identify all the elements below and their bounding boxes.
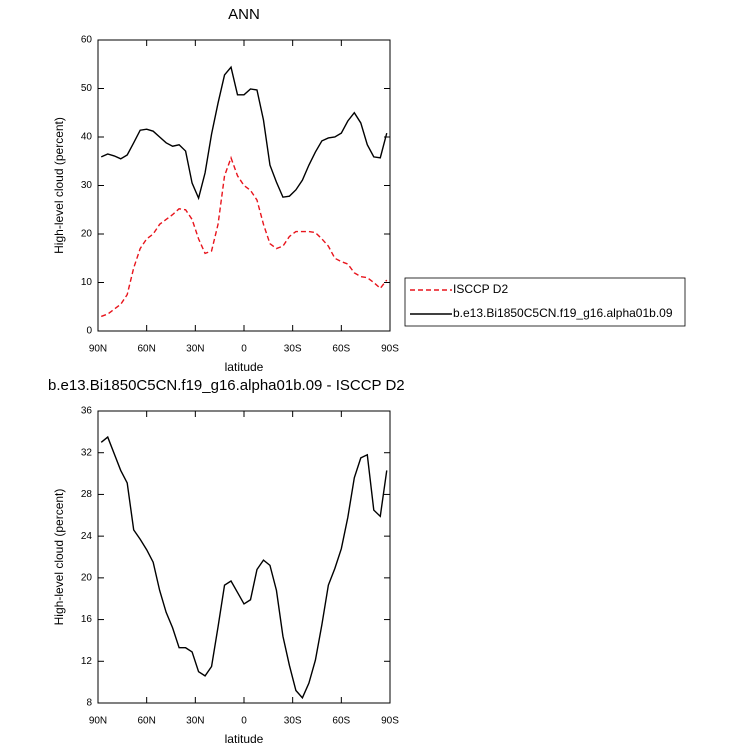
y-tick-label: 16 — [81, 614, 93, 625]
x-axis-label: latitude — [225, 360, 264, 374]
x-tick-label: 90N — [89, 344, 107, 355]
x-tick-label: 90S — [381, 344, 399, 355]
x-tick-label: 30N — [186, 344, 204, 355]
x-tick-label: 0 — [241, 344, 247, 355]
y-tick-label: 40 — [81, 132, 93, 143]
y-tick-label: 28 — [81, 489, 93, 500]
chart-title: ANN — [228, 6, 260, 23]
line — [100, 155, 388, 318]
x-tick-label: 60N — [137, 716, 155, 727]
chart-title: b.e13.Bi1850C5CN.f19_g16.alpha01b.09 - I… — [48, 377, 405, 394]
x-tick-label: 90N — [89, 716, 107, 727]
x-tick-label: 30S — [284, 716, 302, 727]
x-axis-label: latitude — [225, 732, 264, 746]
x-tick-label: 60S — [332, 344, 350, 355]
line — [100, 435, 388, 700]
x-tick-label: 60S — [332, 716, 350, 727]
y-tick-label: 60 — [81, 35, 93, 46]
y-tick-label: 20 — [81, 572, 93, 583]
x-tick-label: 0 — [241, 716, 247, 727]
y-tick-label: 30 — [81, 180, 93, 191]
y-tick-label: 24 — [81, 531, 93, 542]
legend-box — [404, 277, 686, 327]
legend-label: b.e13.Bi1850C5CN.f19_g16.alpha01b.09 — [453, 306, 673, 320]
x-tick-label: 30S — [284, 344, 302, 355]
y-tick-label: 32 — [81, 447, 93, 458]
x-tick-label: 90S — [381, 716, 399, 727]
y-tick-label: 8 — [86, 698, 92, 709]
y-axis-label: High-level cloud (percent) — [52, 117, 66, 254]
y-axis-label: High-level cloud (percent) — [52, 489, 66, 626]
y-tick-label: 10 — [81, 277, 93, 288]
y-tick-label: 20 — [81, 229, 93, 240]
plot-frame — [97, 39, 391, 332]
legend-label: ISCCP D2 — [453, 282, 508, 296]
y-tick-label: 12 — [81, 656, 93, 667]
y-tick-label: 50 — [81, 83, 93, 94]
x-tick-label: 60N — [137, 344, 155, 355]
y-tick-label: 36 — [81, 406, 93, 417]
plot-frame — [97, 410, 391, 704]
x-tick-label: 30N — [186, 716, 204, 727]
line — [100, 65, 388, 201]
y-tick-label: 0 — [86, 326, 92, 337]
